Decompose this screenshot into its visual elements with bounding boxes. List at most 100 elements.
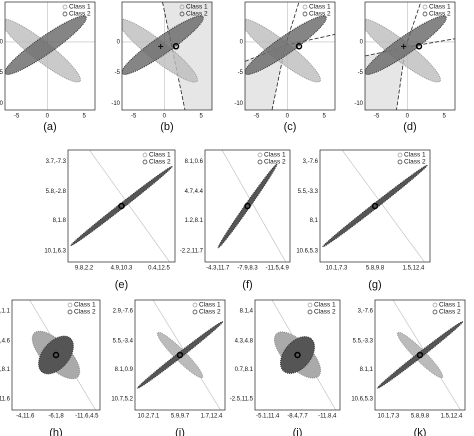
y-tick-label: -5	[115, 70, 121, 76]
mean-marker	[295, 43, 303, 50]
x-tick-label: 9.8,2.2	[75, 266, 94, 272]
legend-marker	[397, 152, 403, 158]
panel-label: (f)	[242, 279, 252, 291]
plot-area	[376, 300, 464, 410]
class2-cloud	[70, 165, 173, 247]
x-tick-label: 10.2,7.1	[138, 414, 160, 420]
x-tick-label: 10.1,7.3	[326, 266, 348, 272]
y-tick-label: -10	[354, 101, 363, 107]
legend-marker	[62, 11, 68, 17]
class2-cloud	[365, 15, 447, 75]
y-tick-label: 8.1,4	[240, 309, 254, 315]
guide	[89, 150, 170, 262]
y-tick-label: -2.5,11.5	[230, 397, 254, 403]
legend-marker	[307, 302, 313, 308]
mean-marker	[415, 43, 423, 50]
panel-label: (h)	[49, 427, 62, 436]
plot-frame	[204, 149, 291, 263]
y-tick-label: 4.3,4.8	[235, 338, 254, 344]
x-tick-label: 0	[286, 114, 290, 120]
plot-frame	[244, 1, 336, 111]
y-tick-label: 4.5,4.6	[0, 338, 11, 344]
x-tick-label: -5	[14, 114, 20, 120]
legend-label: Class 1	[314, 302, 336, 309]
y-tick-label: 10.1,6.3	[44, 248, 66, 254]
x-tick-label: 5	[443, 114, 447, 120]
y-tick-label: 3,-7.6	[303, 159, 319, 165]
x-tick-label: -6.1,8	[48, 414, 64, 420]
plot-area	[70, 150, 173, 262]
mean-marker	[176, 351, 184, 359]
x-tick-label: 0	[163, 114, 167, 120]
legend-label: Class 2	[404, 159, 426, 166]
y-tick-label: 5.5,-3.3	[298, 189, 319, 195]
legend-label: Class 1	[186, 4, 208, 11]
x-tick-label: 0.4,12.5	[148, 266, 170, 272]
plot-frame	[4, 1, 96, 111]
class2-cloud	[322, 164, 428, 248]
legend-label: Class 1	[404, 152, 426, 159]
x-tick-label: 4.9,10.3	[111, 266, 133, 272]
y-tick-label: 0	[117, 40, 121, 46]
x-tick-label: 0	[46, 114, 50, 120]
x-tick-label: 0	[406, 114, 410, 120]
boundary	[365, 46, 406, 110]
x-tick-label: 1.5,12.4	[441, 414, 463, 420]
legend-label: Class 2	[74, 309, 96, 316]
class2-cloud	[376, 321, 464, 389]
class2-cloud	[280, 336, 315, 374]
y-tick-label: -2.2,11.7	[180, 248, 204, 254]
mean-marker	[118, 202, 125, 210]
x-tick-label: 5	[83, 114, 87, 120]
mean-plus: +	[401, 42, 407, 53]
legend-label: Class 1	[69, 4, 91, 11]
guide	[341, 150, 425, 262]
class2-cloud	[122, 15, 204, 75]
legend-marker	[307, 309, 313, 315]
y-tick-label: 3,-7.6	[358, 309, 374, 315]
y-tick-label: 1.2,8.1	[185, 218, 204, 224]
x-tick-label: -4,11.6	[16, 414, 35, 420]
legend-marker	[302, 11, 308, 17]
plot-frame	[11, 299, 101, 411]
y-tick-label: -10	[234, 101, 243, 107]
y-tick-label: 1,8.1	[0, 367, 11, 373]
mean-plus: +	[158, 42, 164, 53]
legend-label: Class 2	[429, 11, 451, 18]
plot-frame	[254, 299, 341, 411]
legend-label: Class 2	[309, 11, 331, 18]
y-tick-label: 5.5,-3.3	[353, 338, 374, 344]
x-tick-label: -7.9,8.3	[237, 266, 258, 272]
plot-frame	[134, 299, 226, 411]
y-tick-label: 5.8,-2.8	[46, 189, 67, 195]
y-tick-label: 8.1,0.6	[185, 159, 204, 165]
y-tick-label: -5	[238, 70, 244, 76]
legend-marker	[257, 159, 263, 165]
plot-frame	[67, 149, 176, 263]
panel-label: (a)	[43, 121, 56, 133]
panel-label: (b)	[160, 121, 173, 133]
x-tick-label: -8.4,7.7	[287, 414, 308, 420]
legend-marker	[192, 302, 198, 308]
legend-marker	[257, 152, 263, 158]
x-tick-label: 5.9,9.7	[171, 414, 190, 420]
legend-marker	[192, 309, 198, 315]
mean-marker	[416, 351, 424, 359]
y-tick-label: 0	[0, 40, 4, 46]
x-tick-label: -11.6,4.5	[75, 414, 99, 420]
legend-label: Class 1	[149, 152, 171, 159]
plot-area	[136, 300, 224, 410]
plot-frame	[364, 1, 456, 111]
plot-frame	[374, 299, 466, 411]
x-tick-label: 1.5,12.4	[403, 266, 425, 272]
x-tick-label: 10.1,7.3	[378, 414, 400, 420]
legend-marker	[422, 4, 428, 10]
legend-label: Class 2	[439, 309, 461, 316]
y-tick-label: -5	[0, 70, 4, 76]
class2-cloud	[136, 321, 224, 389]
mean-marker	[172, 43, 180, 50]
class2-cloud	[245, 15, 327, 75]
plot-area: +	[365, 2, 455, 110]
plot-area	[322, 150, 428, 262]
